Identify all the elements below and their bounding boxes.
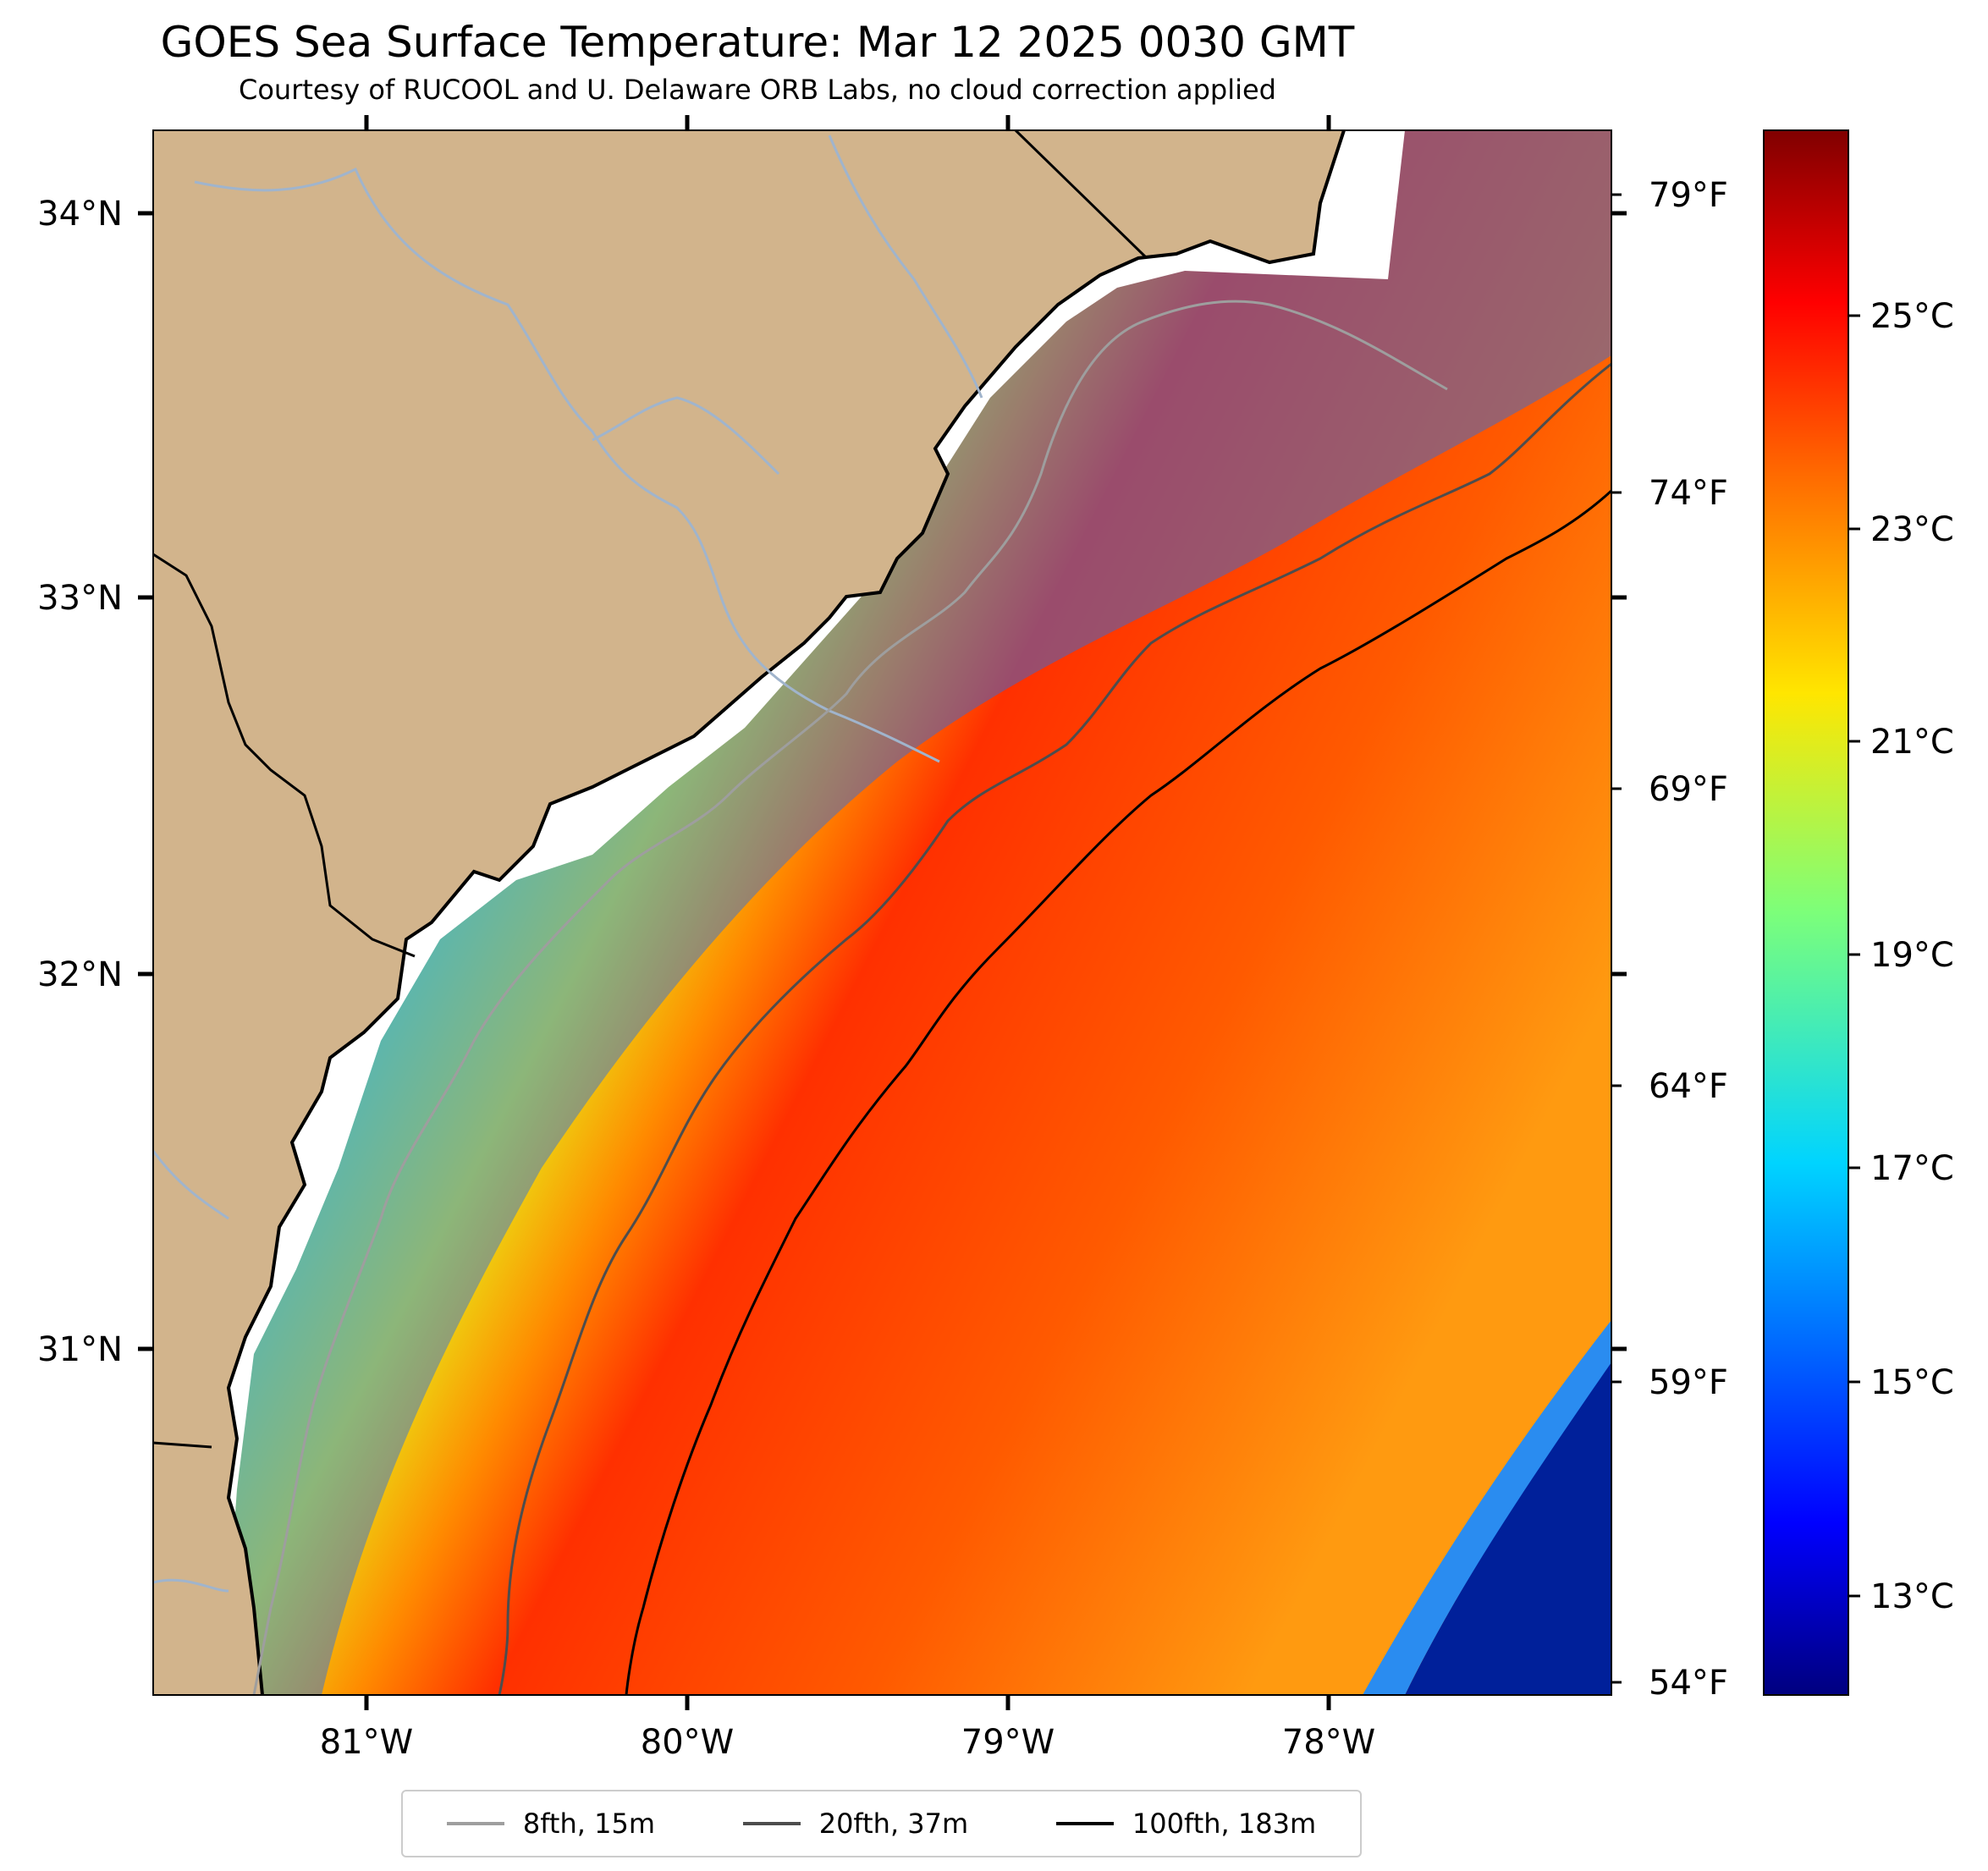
legend-swatch-8fth [446,1822,504,1825]
isobath-8fth [252,300,1448,1695]
map-area [153,130,1611,1695]
latitude-ticks [138,211,1627,1351]
map-frame [152,129,1612,1696]
legend-swatch-20fth [742,1822,801,1825]
legend-label-100fth: 100fth, 183m [1132,1808,1317,1840]
c-label-13: 13°C [1870,1577,1954,1616]
colorbar-ticks [1848,314,1860,1598]
legend-label-8fth: 8fth, 15m [522,1808,655,1840]
fahrenheit-ticks [1611,193,1622,1684]
lon-label-80w: 80°W [641,1723,734,1762]
fahrenheit-labels: 79°F 74°F 69°F 64°F 59°F 54°F [1649,176,1728,1703]
f-label-79: 79°F [1649,176,1728,215]
isobath-100fth [625,489,1611,1695]
legend-item-20fth: 20fth, 37m [742,1808,969,1840]
cold-water-patch [1405,1354,1611,1695]
map-subtitle: Courtesy of RUCOOL and U. Delaware ORB L… [239,74,1276,106]
rivers [153,135,983,1593]
lon-label-81w: 81°W [320,1723,413,1762]
lon-label-79w: 79°W [961,1723,1055,1762]
lat-label-34n: 34°N [37,195,123,234]
lat-label-31n: 31°N [37,1330,123,1369]
isobath-legend: 8fth, 15m 20fth, 37m 100fth, 183m [401,1790,1362,1857]
c-label-17: 17°C [1870,1149,1954,1188]
lat-label-32n: 32°N [37,955,123,994]
coastline [226,130,1346,1695]
lat-label-33n: 33°N [37,579,123,618]
f-label-59: 59°F [1649,1363,1728,1402]
colorbar-labels: 25°C 23°C 21°C 19°C 17°C 15°C 13°C [1870,297,1954,1616]
cold-water-edge [1363,1320,1611,1695]
longitude-labels: 81°W 80°W 79°W 78°W [320,1723,1375,1762]
legend-item-8fth: 8fth, 15m [446,1808,655,1840]
c-label-15: 15°C [1870,1363,1954,1402]
legend-label-20fth: 20fth, 37m [818,1808,969,1840]
f-label-69: 69°F [1649,770,1728,809]
legend-item-100fth: 100fth, 183m [1055,1808,1317,1840]
latitude-labels: 34°N 33°N 32°N 31°N [37,195,123,1369]
state-borders [153,130,1148,1449]
f-label-74: 74°F [1649,474,1728,513]
map-title: GOES Sea Surface Temperature: Mar 12 202… [160,18,1355,67]
c-label-25: 25°C [1870,297,1954,336]
c-label-21: 21°C [1870,723,1954,762]
isobath-20fth [498,362,1611,1695]
longitude-ticks [364,115,1331,1710]
legend-swatch-100fth [1055,1822,1114,1825]
c-label-19: 19°C [1870,936,1954,975]
colorbar [1763,129,1849,1696]
lon-label-78w: 78°W [1282,1723,1375,1762]
land [153,130,1344,1695]
f-label-54: 54°F [1649,1664,1728,1703]
c-label-23: 23°C [1870,510,1954,549]
f-label-64: 64°F [1649,1067,1728,1106]
